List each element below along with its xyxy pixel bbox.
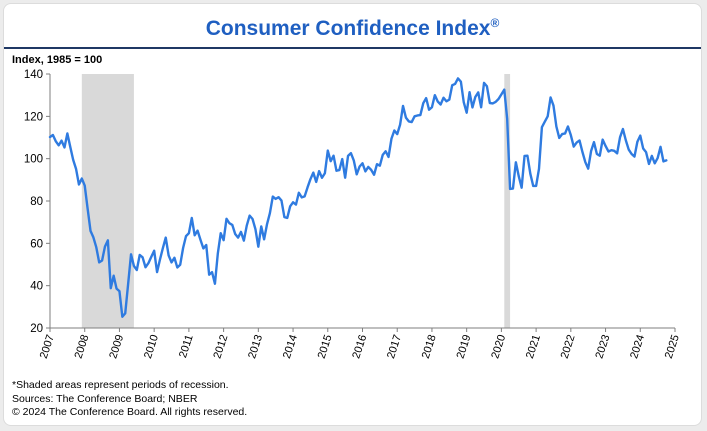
x-tick-label: 2008	[73, 333, 92, 360]
chart-card: Consumer Confidence Index® Index, 1985 =…	[3, 3, 702, 426]
y-tick-label: 100	[24, 154, 43, 166]
y-tick-label: 120	[24, 111, 43, 123]
x-tick-label: 2011	[177, 333, 196, 359]
y-tick-label: 80	[30, 196, 43, 208]
y-tick-label: 40	[30, 281, 43, 293]
x-tick-label: 2016	[350, 333, 369, 360]
x-tick-label: 2017	[385, 333, 404, 360]
y-tick-label: 140	[24, 69, 43, 81]
registered-mark: ®	[490, 16, 500, 30]
y-tick-label: 20	[30, 323, 43, 335]
footnote-sources: Sources: The Conference Board; NBER	[12, 392, 198, 405]
chart-area: 20 40 60 80 100 120 140 2007 2008 2009 2010 2011 201…	[6, 66, 699, 377]
title-text: Consumer Confidence Index	[205, 17, 491, 40]
page-title: Consumer Confidence Index®	[4, 16, 701, 41]
x-tick-label: 2014	[281, 333, 300, 360]
y-axis-note: Index, 1985 = 100	[12, 54, 103, 66]
footnotes: *Shaded areas represent periods of reces…	[12, 379, 701, 420]
x-tick-label: 2012	[211, 333, 230, 360]
x-tick-label: 2009	[107, 333, 126, 360]
x-tick-label: 2018	[420, 333, 439, 360]
x-tick-label: 2010	[142, 333, 161, 360]
x-tick-label: 2007	[38, 333, 57, 360]
x-tick-label: 2013	[246, 333, 265, 360]
x-tick-label: 2019	[455, 333, 474, 360]
footnote-recession: *Shaded areas represent periods of reces…	[12, 379, 229, 391]
x-tick-label: 2024	[628, 333, 647, 360]
x-tick-label: 2021	[524, 333, 543, 360]
x-tick-label: 2015	[316, 333, 335, 360]
x-tick-label: 2022	[559, 333, 578, 360]
y-tick-label: 60	[30, 238, 43, 250]
recession-band	[504, 74, 511, 328]
confidence-series-line	[48, 77, 668, 318]
recession-band	[81, 74, 134, 328]
title-divider	[4, 47, 701, 49]
confidence-line-chart: 20 40 60 80 100 120 140 2007 2008 2009 2010 2011 201…	[24, 69, 682, 360]
x-tick-label: 2020	[489, 333, 508, 360]
x-tick-label: 2025	[663, 333, 682, 360]
x-tick-label: 2023	[593, 333, 612, 360]
footnote-copyright: © 2024 The Conference Board. All rights …	[12, 406, 248, 419]
